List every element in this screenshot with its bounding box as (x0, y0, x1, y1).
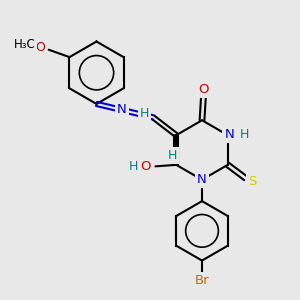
Text: H: H (168, 149, 177, 162)
Text: H: H (128, 160, 138, 173)
Text: O: O (198, 83, 209, 96)
Text: O: O (140, 160, 150, 173)
Text: H: H (239, 128, 249, 141)
Text: H: H (140, 107, 149, 120)
Text: N: N (197, 173, 207, 186)
Text: O: O (35, 41, 45, 54)
Text: N: N (224, 128, 234, 141)
Text: N: N (117, 103, 127, 116)
Text: Br: Br (195, 274, 209, 287)
Text: H₃C: H₃C (14, 38, 35, 51)
Text: S: S (248, 175, 256, 188)
